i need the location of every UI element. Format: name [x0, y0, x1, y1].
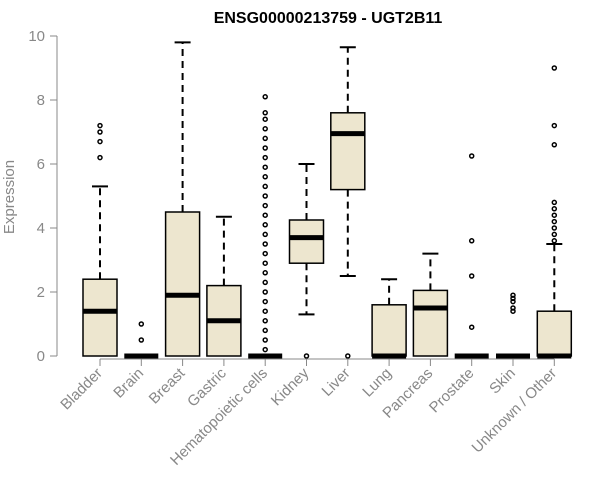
- outlier-point: [138, 321, 145, 327]
- y-axis: 0 2 4 6 8 10: [28, 28, 58, 365]
- x-tick-label: Lung: [359, 365, 395, 401]
- outlier-point: [262, 250, 268, 257]
- box-iqr: [288, 219, 325, 264]
- outlier-point: [510, 295, 516, 302]
- x-tick-label: Liver: [319, 365, 354, 400]
- box-pancreas: [412, 252, 449, 357]
- outlier-point: [551, 218, 558, 225]
- outlier-point: [510, 292, 516, 298]
- outlier-point: [262, 289, 268, 295]
- outlier-point: [262, 241, 268, 247]
- box-breast: [164, 41, 201, 357]
- x-tick-label: Skin: [486, 365, 519, 398]
- box-skin: [496, 292, 530, 359]
- outlier-point: [468, 324, 475, 330]
- outlier-point: [262, 327, 268, 334]
- y-tick-label: 10: [28, 28, 45, 45]
- box-gastric: [206, 215, 242, 357]
- outlier-point: [303, 353, 310, 359]
- outlier-point: [262, 279, 268, 286]
- outlier-point: [551, 212, 558, 218]
- outlier-point: [97, 122, 103, 129]
- outlier-point: [551, 122, 558, 129]
- x-tick-label: Bladder: [57, 365, 106, 414]
- box-unknown-other: [536, 65, 573, 359]
- outlier-point: [510, 298, 516, 305]
- outlier-point: [551, 142, 558, 148]
- outlier-point: [262, 94, 268, 100]
- plot-area: [82, 41, 573, 359]
- box-iqr: [536, 310, 573, 357]
- outlier-point: [551, 225, 558, 231]
- outlier-point: [97, 129, 103, 135]
- y-axis-label: Expression: [1, 160, 18, 234]
- outlier-point: [262, 337, 268, 343]
- outlier-point: [510, 305, 516, 311]
- outlier-point: [551, 231, 558, 238]
- outlier-point: [510, 308, 516, 314]
- outlier-point: [468, 238, 475, 244]
- outlier-point: [262, 298, 268, 305]
- outlier-point: [262, 116, 268, 122]
- outlier-point: [262, 135, 268, 142]
- y-tick-label: 6: [37, 156, 45, 173]
- box-iqr: [330, 112, 366, 191]
- outlier-point: [262, 110, 268, 116]
- outlier-point: [138, 337, 145, 343]
- chart-title: ENSG00000213759 - UGT2B11: [214, 10, 443, 27]
- outlier-point: [262, 183, 268, 190]
- outlier-point: [262, 193, 268, 199]
- outlier-point: [551, 206, 558, 212]
- outlier-point: [468, 153, 475, 159]
- outlier-point: [468, 273, 475, 279]
- outlier-point: [551, 65, 558, 71]
- box-bladder: [82, 122, 118, 357]
- outlier-point: [262, 164, 268, 170]
- box-iqr: [82, 278, 118, 357]
- x-tick-label: Prostate: [426, 365, 478, 417]
- outlier-point: [262, 154, 268, 161]
- y-tick-label: 2: [37, 284, 45, 301]
- x-tick-label: Breast: [146, 364, 189, 407]
- outlier-point: [262, 260, 268, 266]
- x-tick-label: Kidney: [268, 364, 313, 409]
- box-iqr: [412, 289, 449, 357]
- outlier-point: [262, 346, 268, 353]
- box-hematopoietic-cells: [248, 94, 283, 359]
- outlier-point: [551, 238, 558, 244]
- y-tick-label: 0: [37, 348, 45, 365]
- box-prostate: [454, 153, 489, 359]
- box-iqr: [371, 304, 407, 357]
- y-tick-label: 8: [37, 92, 45, 109]
- box-lung: [371, 278, 407, 359]
- outlier-point: [262, 145, 268, 151]
- outlier-point: [97, 138, 103, 145]
- outlier-point: [97, 154, 103, 161]
- outlier-point: [262, 222, 268, 228]
- outlier-point: [262, 202, 268, 209]
- outlier-point: [262, 308, 268, 314]
- outlier-point: [551, 199, 558, 206]
- box-liver: [330, 46, 366, 359]
- outlier-point: [262, 231, 268, 238]
- box-brain: [124, 321, 159, 359]
- box-iqr: [164, 211, 201, 357]
- x-tick-label: Brain: [110, 365, 147, 402]
- outlier-point: [262, 174, 268, 180]
- y-tick-label: 4: [37, 220, 45, 237]
- outlier-point: [262, 126, 268, 132]
- box-kidney: [288, 163, 325, 359]
- outlier-point: [262, 318, 268, 324]
- outlier-point: [262, 270, 268, 276]
- outlier-point: [262, 212, 268, 218]
- outlier-point: [345, 353, 351, 359]
